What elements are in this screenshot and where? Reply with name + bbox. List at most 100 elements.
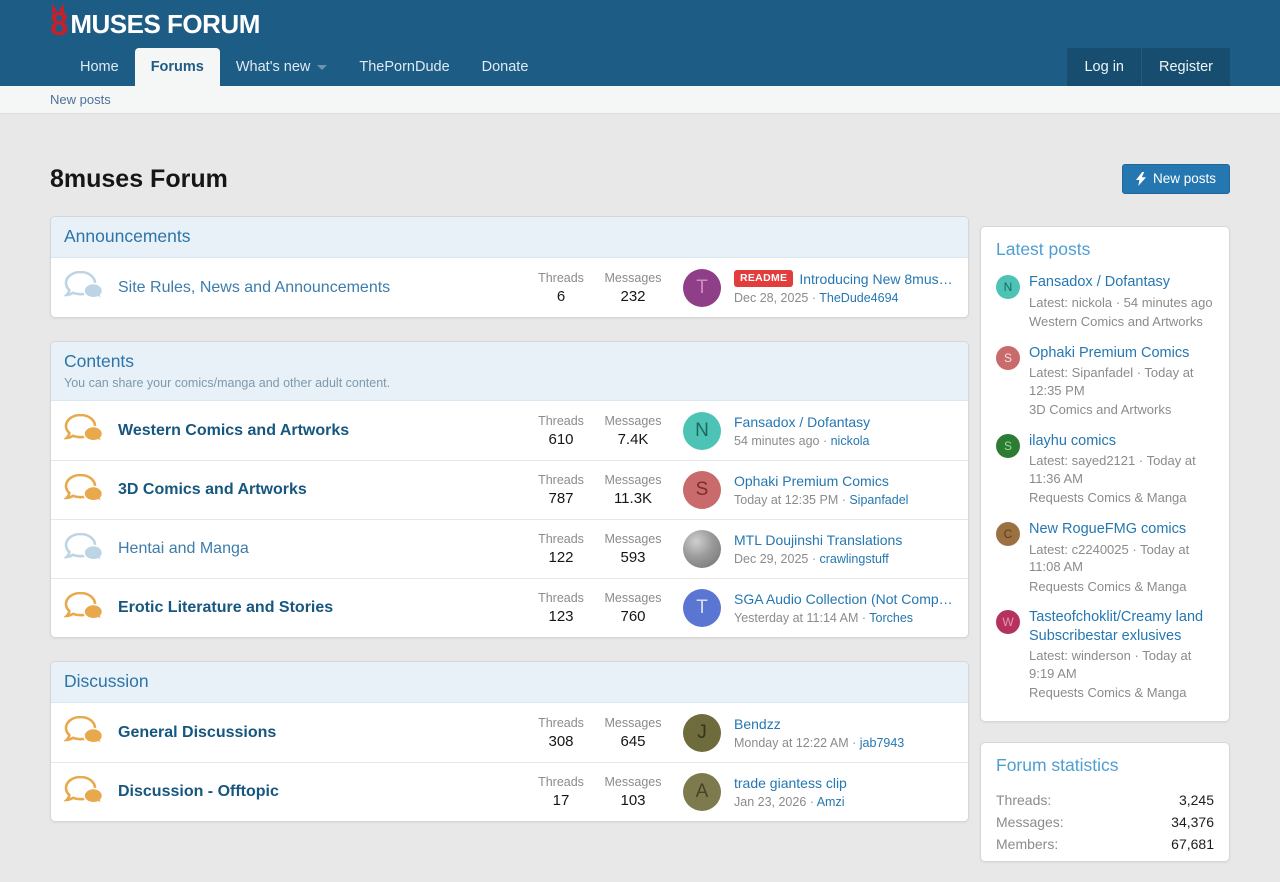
messages-stat: Messages 103 (597, 775, 669, 809)
latest-posts-widget: Latest posts N Fansadox / Dofantasy Late… (980, 226, 1230, 722)
logo-text: MUSES FORUM (70, 8, 260, 39)
avatar[interactable]: W (996, 610, 1020, 635)
site-logo[interactable]: 8 MUSES FORUM (50, 4, 260, 42)
avatar[interactable]: N (683, 411, 721, 450)
forum-category-list: Announcements Site Rules, News and Annou… (50, 216, 969, 845)
latest-post-meta: Latest: winderson · Today at 9:19 AM (1029, 648, 1192, 681)
forum-link-hentai-and-manga[interactable]: Hentai and Manga (118, 540, 249, 557)
messages-stat: Messages 760 (597, 591, 669, 625)
last-post-user-link[interactable]: TheDude4694 (819, 291, 899, 305)
forum-link-general-discussions[interactable]: General Discussions (118, 723, 277, 741)
avatar[interactable]: T (683, 268, 721, 307)
statistic-row: Members: 67,681 (996, 833, 1214, 855)
category-title[interactable]: Discussion (64, 671, 149, 691)
readme-badge: README (734, 270, 794, 287)
last-post-user-link[interactable]: Amzi (816, 795, 845, 809)
last-post-user-link[interactable]: Sipanfadel (849, 493, 909, 507)
last-thread-link[interactable]: Ophaki Premium Comics (734, 473, 889, 489)
forum-link-site-rules-news-and-announcements[interactable]: Site Rules, News and Announcements (118, 278, 391, 296)
nav-item-forums[interactable]: Forums (134, 48, 220, 86)
latest-posts-list: N Fansadox / Dofantasy Latest: nickola ·… (996, 273, 1214, 702)
last-post-user-link[interactable]: crawlingstuff (819, 552, 889, 566)
forum-link-western-comics-and-artworks[interactable]: Western Comics and Artworks (118, 421, 350, 439)
messages-label: Messages (604, 775, 662, 789)
latest-post-title-link[interactable]: New RogueFMG comics (1029, 521, 1187, 538)
latest-post-title-link[interactable]: ilayhu comics (1029, 432, 1117, 449)
latest-post-forum: 3D Comics and Artworks (1029, 402, 1172, 418)
chevron-down-icon (317, 64, 328, 70)
nav-item-donate[interactable]: Donate (481, 59, 529, 75)
messages-stat: Messages 232 (597, 271, 669, 305)
last-post-meta: Yesterday at 11:14 AM · Torches (734, 611, 914, 625)
latest-post-item: S Ophaki Premium Comics Latest: Sipanfad… (996, 344, 1214, 419)
avatar[interactable]: A (683, 773, 721, 811)
category-description: You can share your comics/manga and othe… (64, 376, 391, 390)
messages-stat: Messages 11.3K (597, 473, 669, 507)
subnav-bar: New posts (0, 86, 1280, 114)
threads-stat: Threads 6 (525, 271, 597, 305)
category-title[interactable]: Announcements (64, 226, 191, 246)
last-post-user-link[interactable]: Torches (869, 611, 914, 625)
avatar[interactable]: C (996, 522, 1020, 547)
threads-label: Threads (538, 473, 584, 487)
sidebar: Latest posts N Fansadox / Dofantasy Late… (980, 216, 1230, 882)
avatar[interactable]: N (996, 275, 1020, 299)
subnav-new-posts-link[interactable]: New posts (50, 91, 111, 107)
last-post-user-link[interactable]: nickola (830, 433, 870, 448)
last-thread-link[interactable]: Fansadox / Dofantasy (734, 413, 871, 430)
latest-posts-title: Latest posts (996, 239, 1091, 259)
latest-post-item: W Tasteofchoklit/Creamy land Subscribest… (996, 608, 1214, 702)
avatar[interactable]: S (996, 433, 1020, 458)
messages-count: 645 (620, 732, 646, 750)
last-thread-link[interactable]: trade giantess clip (734, 775, 847, 791)
nav-item-theporndude[interactable]: ThePornDude (359, 59, 450, 75)
last-post: README Introducing New 8muses ... Dec 28,… (734, 270, 955, 305)
category-header: Announcements (51, 217, 968, 258)
register-button[interactable]: Register (1142, 48, 1230, 86)
new-posts-button-label: New posts (1152, 171, 1216, 186)
threads-label: Threads (538, 532, 584, 546)
last-thread-link[interactable]: SGA Audio Collection (Not Complet... (734, 591, 955, 607)
statistic-row: Messages: 34,376 (996, 811, 1214, 833)
last-post-meta: Dec 29, 2025 · crawlingstuff (734, 552, 889, 566)
statistic-label: Messages: (996, 813, 1064, 830)
avatar[interactable]: J (683, 713, 721, 752)
latest-post-title-link[interactable]: Fansadox / Dofantasy (1029, 274, 1171, 290)
threads-stat: Threads 17 (525, 775, 597, 809)
log-in-button[interactable]: Log in (1067, 48, 1141, 86)
statistic-label: Members: (996, 835, 1059, 852)
forum-row: Western Comics and Artworks Threads 610 … (51, 401, 968, 460)
messages-label: Messages (604, 532, 662, 546)
latest-post-item: S ilayhu comics Latest: sayed2121 · Toda… (996, 432, 1214, 507)
latest-post-title-link[interactable]: Tasteofchoklit/Creamy land Subscribestar… (1029, 609, 1204, 644)
last-thread-link[interactable]: Introducing New 8muses ... (799, 270, 955, 287)
last-thread-link[interactable]: MTL Doujinshi Translations (734, 532, 903, 548)
forum-link-discussion-offtopic[interactable]: Discussion - Offtopic (118, 783, 279, 800)
last-post: Fansadox / Dofantasy 54 minutes ago · ni… (734, 414, 955, 448)
logo-8-icon: 8 (50, 4, 68, 42)
auth-nav: Log in Register (1067, 48, 1230, 86)
last-thread-link[interactable]: Bendzz (734, 715, 781, 732)
avatar[interactable] (683, 530, 721, 568)
forum-statistics-title: Forum statistics (996, 754, 1119, 775)
forum-link-erotic-literature-and-stories[interactable]: Erotic Literature and Stories (118, 599, 334, 616)
avatar[interactable]: S (683, 471, 721, 509)
last-post-user-link[interactable]: jab7943 (859, 735, 905, 750)
category-title[interactable]: Contents (64, 351, 135, 371)
messages-stat: Messages 7.4K (597, 414, 669, 448)
messages-label: Messages (604, 473, 662, 487)
messages-label: Messages (604, 715, 662, 730)
nav-item-home[interactable]: Home (80, 59, 119, 75)
messages-stat: Messages 645 (597, 716, 669, 750)
forum-link-3d-comics-and-artworks[interactable]: 3D Comics and Artworks (118, 481, 307, 498)
latest-post-title-link[interactable]: Ophaki Premium Comics (1029, 344, 1190, 361)
forum-row: 3D Comics and Artworks Threads 787 Messa… (51, 460, 968, 519)
threads-count: 308 (548, 732, 574, 750)
nav-item-what-s-new[interactable]: What's new (220, 48, 344, 86)
avatar[interactable]: S (996, 345, 1020, 370)
forum-node-icon (63, 775, 105, 810)
avatar[interactable]: T (683, 589, 721, 627)
threads-stat: Threads 122 (525, 532, 597, 566)
new-posts-button[interactable]: New posts (1121, 164, 1230, 194)
